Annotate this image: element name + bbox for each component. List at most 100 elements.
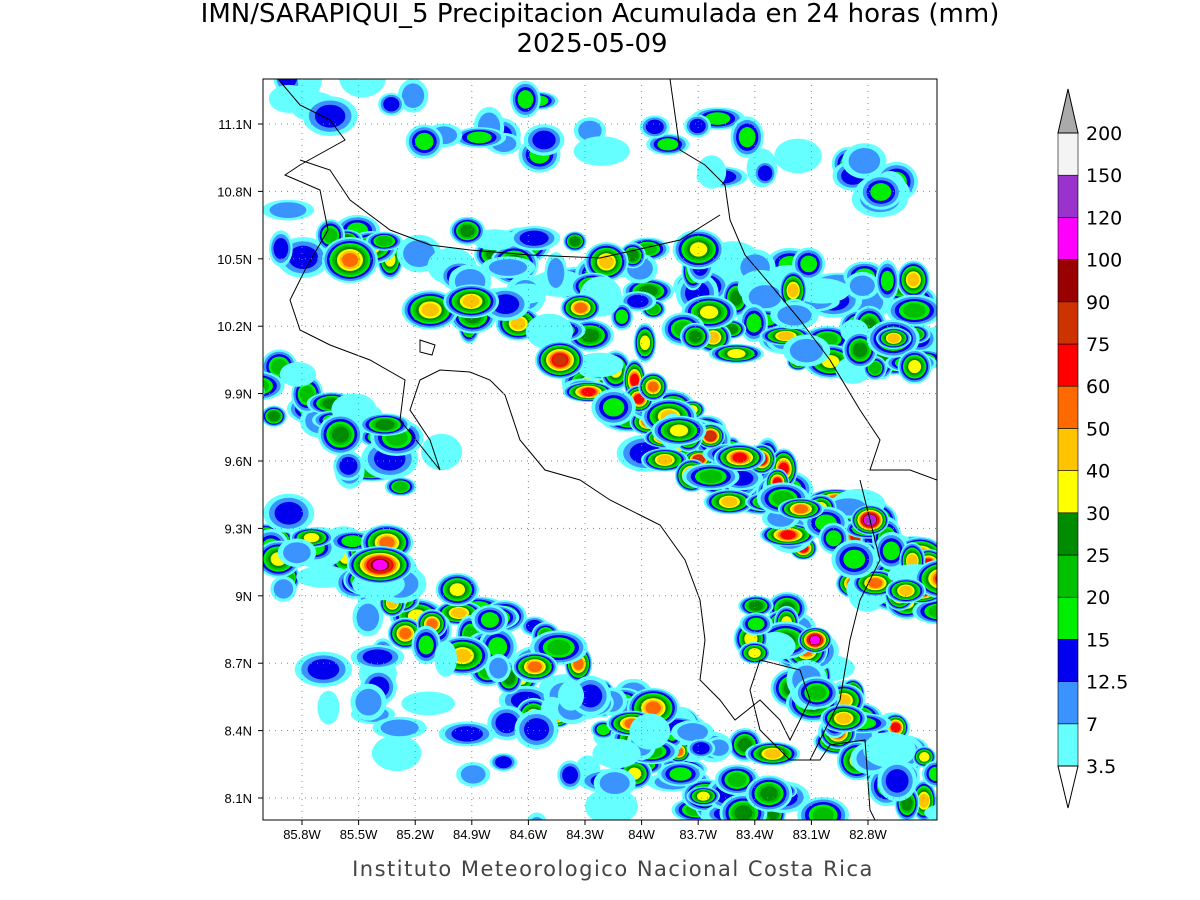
colorbar-box: [1057, 428, 1079, 471]
colorbar-label: 40: [1086, 461, 1110, 483]
rain-cell: [449, 583, 466, 597]
colorbar-box: [1057, 174, 1079, 218]
rain-cell: [418, 635, 434, 655]
rain-cell: [581, 328, 599, 343]
colorbar-box: [1057, 512, 1079, 556]
rain-cell: [942, 776, 955, 796]
rain-cell: [757, 165, 773, 181]
rain-cell: [633, 393, 645, 404]
rain-cell: [869, 362, 881, 375]
rain-cell: [836, 712, 852, 724]
colorbar-label: 7: [1086, 714, 1098, 736]
rain-cell: [852, 342, 868, 358]
rain-cell: [279, 79, 298, 88]
map-frame: [262, 78, 938, 821]
colorbar-label: 90: [1086, 292, 1110, 314]
rain-cell: [383, 96, 400, 112]
rain-cell: [372, 735, 422, 772]
rain-cell: [812, 807, 834, 820]
lat-label: 8.7N: [225, 656, 252, 671]
rain-cell: [688, 330, 702, 343]
colorbar-box: [1057, 681, 1079, 725]
rain-cell: [488, 259, 528, 276]
rain-cell: [615, 309, 629, 324]
rain-cell: [342, 253, 358, 267]
colorbar-label: 15: [1086, 629, 1110, 651]
rain-cell: [480, 612, 499, 628]
rain-cell: [362, 649, 393, 665]
lon-label: 85.8W: [283, 827, 321, 842]
rain-cell: [253, 58, 279, 78]
rain-cell: [283, 542, 311, 564]
colorbar-box: [1057, 343, 1079, 387]
rain-cell: [699, 470, 723, 484]
rain-cell: [339, 456, 358, 475]
rain-cell: [489, 657, 508, 679]
lon-label: 84.3W: [566, 827, 604, 842]
precip-field: [253, 58, 962, 820]
rain-cell: [825, 530, 842, 547]
rain-cell: [747, 617, 765, 631]
border-north: [299, 159, 721, 259]
colorbar-box: [1057, 554, 1079, 598]
rain-cell: [268, 411, 280, 422]
rain-cell: [936, 782, 937, 790]
caribbean-coast: [669, 79, 937, 481]
rain-cell: [689, 118, 706, 134]
colorbar-label: 100: [1086, 250, 1122, 272]
lon-label: 83.1W: [793, 827, 831, 842]
rain-cell: [380, 719, 419, 737]
rain-cell: [938, 568, 962, 584]
colorbar-label: 150: [1086, 165, 1122, 187]
rain-cell: [602, 398, 625, 417]
colorbar-over: [1057, 88, 1079, 134]
rain-cell: [800, 255, 818, 273]
rain-cell: [495, 756, 512, 769]
rain-cell: [760, 786, 778, 801]
rain-cell: [403, 240, 435, 268]
rain-cell: [870, 183, 892, 201]
rain-cell: [730, 290, 743, 306]
rain-cell: [780, 530, 796, 540]
rain-cell: [933, 569, 937, 583]
rain-cell: [843, 549, 866, 569]
lon-label: 83.4W: [736, 827, 774, 842]
rain-cell: [339, 79, 386, 98]
rain-cell: [669, 424, 689, 437]
rain-cell: [793, 504, 808, 514]
rain-cell: [273, 579, 294, 599]
rain-cell: [525, 313, 574, 350]
rain-cell: [928, 766, 937, 782]
rain-cell: [705, 431, 716, 441]
rain-cell: [727, 348, 746, 359]
rain-cell: [303, 532, 320, 543]
lat-label: 9.9N: [225, 387, 252, 402]
colorbar-label: 200: [1086, 123, 1122, 145]
colorbar-box: [1057, 301, 1079, 345]
rain-cell: [355, 688, 382, 716]
rain-cell: [669, 767, 692, 781]
lat-label: 10.8N: [217, 184, 252, 199]
rain-cell: [748, 600, 764, 611]
rain-cell: [899, 585, 913, 596]
rain-cell: [848, 148, 881, 174]
rain-cell: [645, 701, 661, 715]
rain-cell: [599, 772, 630, 795]
colorbar-label: 120: [1086, 207, 1122, 229]
colorbar-label: 60: [1086, 376, 1110, 398]
colorbar-label: 30: [1086, 503, 1110, 525]
lat-label: 10.2N: [217, 319, 252, 334]
rain-cell: [924, 804, 937, 820]
rain-cell: [774, 138, 822, 174]
rain-cell: [331, 426, 350, 443]
colorbar-box: [1057, 470, 1079, 514]
lon-label: 82.8W: [849, 827, 887, 842]
rain-cell: [434, 640, 457, 677]
rain-cell: [882, 541, 900, 561]
rain-cell: [578, 120, 602, 141]
rain-cell: [887, 333, 901, 343]
rain-cell: [596, 724, 611, 736]
rain-cell: [890, 722, 901, 733]
rain-cell: [517, 90, 534, 109]
